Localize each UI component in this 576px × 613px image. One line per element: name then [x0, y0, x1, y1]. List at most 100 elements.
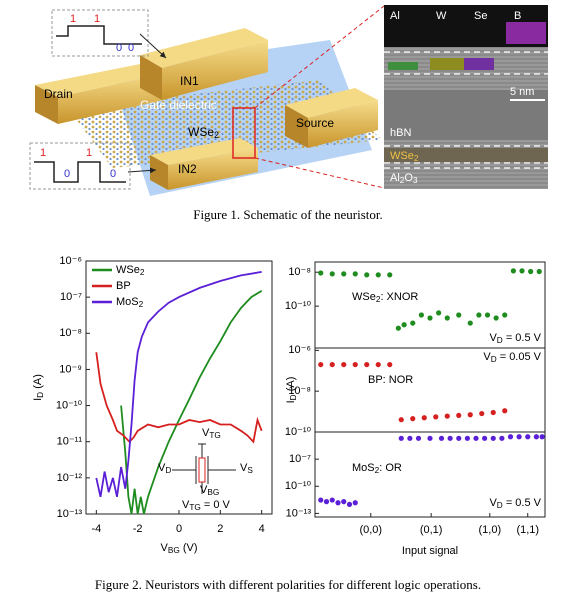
in1-waveform: [56, 25, 142, 45]
in2-waveform: [34, 161, 126, 183]
panel-label: WSe2: XNOR: [352, 291, 418, 304]
data-point: [456, 412, 462, 419]
x-tick-label: -2: [133, 523, 143, 535]
data-point: [433, 414, 439, 420]
legend-label: WSe2: [116, 264, 145, 277]
data-point: [510, 268, 516, 274]
y-tick-label: 10⁻¹¹: [57, 436, 83, 448]
y-tick-label: 10⁻¹⁰: [285, 300, 312, 312]
legend-label: MoS2: [116, 296, 144, 309]
text-part: D: [165, 466, 171, 475]
text-part: (A): [32, 374, 44, 392]
data-point: [507, 434, 514, 440]
data-point: [533, 434, 539, 440]
text-part: = 0.5 V: [503, 497, 542, 509]
tem-element: W: [436, 10, 447, 22]
data-point: [516, 434, 522, 440]
x-axis-label: Input signal: [402, 545, 458, 557]
schematic: Drain IN1 Gate dielectric WSe2 Source IN…: [29, 5, 548, 196]
in1-label: IN1: [180, 74, 199, 88]
data-point: [375, 272, 381, 278]
input-bit: 0: [128, 42, 134, 54]
data-point: [479, 410, 485, 417]
annotation: VBG: [200, 484, 219, 497]
text-part: V: [489, 332, 497, 344]
figure2-caption: Figure 2. Neuristors with different pola…: [95, 577, 481, 592]
data-point: [436, 310, 442, 316]
data-point: [329, 271, 335, 277]
text-part: WSe: [390, 150, 414, 162]
y-tick-label: 10⁻¹³: [286, 507, 312, 519]
data-point: [444, 413, 450, 419]
plot-frame: [85, 260, 273, 515]
panel-label: MoS2: OR: [352, 462, 402, 475]
al2o3-label: Al2O3: [390, 172, 418, 185]
text-part: 2: [400, 176, 405, 185]
text-part: BG: [207, 488, 219, 497]
x-tick-label: (1,0): [478, 524, 501, 536]
data-point: [318, 361, 324, 368]
hbn-label: hBN: [390, 127, 411, 139]
data-point: [387, 272, 393, 278]
text-part: V: [182, 499, 190, 511]
data-point: [341, 361, 347, 368]
zoom-box: [232, 107, 256, 159]
data-point: [329, 497, 335, 503]
text-part: V: [240, 462, 248, 474]
annotation: VD = 0.5 V: [489, 497, 541, 510]
inset-circuit: [172, 443, 236, 494]
text-part: D: [36, 392, 45, 398]
in2-box: [29, 142, 131, 190]
data-point: [329, 361, 335, 368]
data-point: [427, 315, 433, 321]
data-point: [323, 499, 330, 505]
data-point: [476, 312, 482, 318]
data-line: [95, 352, 263, 444]
data-point: [482, 435, 488, 441]
data-point: [318, 270, 324, 276]
x-tick-label: -4: [91, 523, 101, 535]
legend-label: BP: [116, 280, 131, 292]
data-point: [318, 497, 324, 503]
y-tick-label: 10⁻⁸: [288, 385, 311, 397]
panel-label: BP: NOR: [368, 374, 413, 386]
in1-box: [51, 9, 149, 57]
channel-label: WSe2: [188, 125, 219, 140]
y-tick-label: 10⁻⁷: [289, 453, 311, 465]
data-point: [502, 312, 508, 318]
data-point: [499, 435, 505, 441]
data-point: [473, 435, 479, 441]
data-point: [456, 312, 462, 318]
text-part: TG: [209, 431, 220, 440]
input-bit: 0: [116, 42, 122, 54]
text-part: WSe: [352, 291, 376, 303]
data-point: [352, 271, 358, 277]
text-part: (A): [285, 377, 297, 395]
data-point: [375, 361, 381, 368]
data-point: [398, 435, 404, 441]
text-part: MoS: [116, 296, 139, 308]
y-tick-label: 10⁻¹³: [57, 508, 83, 520]
annotation: VD = 0.05 V: [483, 351, 541, 364]
data-point: [364, 361, 370, 368]
data-point: [341, 499, 347, 505]
text-part: TG: [189, 503, 200, 512]
data-point: [438, 435, 445, 441]
y-tick-label: 10⁻⁸: [59, 327, 82, 339]
y-tick-label: 10⁻⁶: [288, 344, 311, 356]
drain-label: Drain: [44, 87, 73, 101]
data-point: [464, 435, 470, 441]
data-point: [364, 272, 370, 278]
y-tick-label: 10⁻⁹: [59, 363, 82, 375]
text-part: O: [404, 172, 413, 184]
data-point: [490, 409, 496, 416]
data-point: [401, 322, 407, 328]
x-tick-label: 4: [259, 523, 265, 535]
data-point: [467, 320, 473, 326]
data-line: [120, 290, 263, 515]
arrow: [139, 33, 167, 59]
data-point: [427, 435, 433, 441]
text-part: WSe: [116, 264, 140, 276]
data-point: [467, 412, 473, 418]
